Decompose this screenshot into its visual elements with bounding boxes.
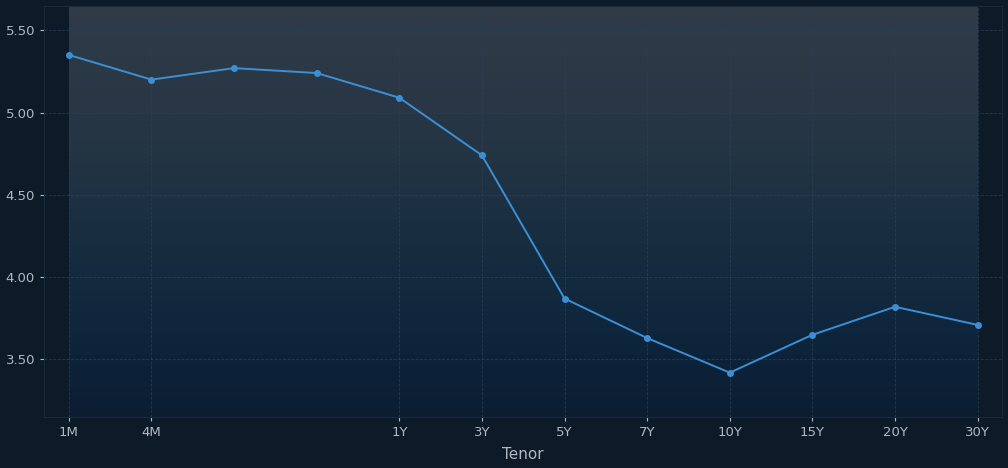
- X-axis label: Tenor: Tenor: [502, 447, 544, 462]
